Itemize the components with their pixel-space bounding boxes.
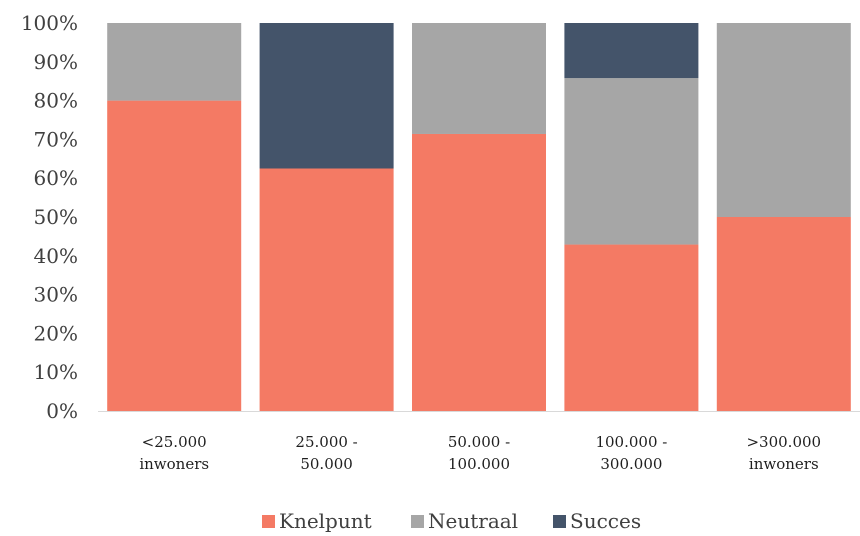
- x-category-label-line: 300.000: [600, 455, 662, 473]
- legend-label-neutraal: Neutraal: [428, 509, 518, 533]
- y-tick-label: 90%: [34, 50, 78, 74]
- x-category-label-line: 50.000: [300, 455, 353, 473]
- bar-segment-knelpunt-2: [259, 168, 394, 411]
- bar-segment-neutraal-5: [716, 23, 851, 217]
- y-tick-label: 50%: [34, 205, 78, 229]
- legend: Knelpunt Neutraal Succes: [262, 509, 641, 533]
- legend-label-succes: Succes: [570, 509, 641, 533]
- x-category-label: 100.000 - 300.000: [595, 433, 667, 473]
- y-tick-label: 70%: [34, 127, 78, 151]
- bar-segment-succes-4: [564, 23, 699, 79]
- x-category-label: 25.000 - 50.000: [295, 433, 357, 473]
- y-axis-ticks: 0% 10% 20% 30% 40% 50% 60% 70% 80% 90% 100%: [21, 11, 78, 423]
- legend-label-knelpunt: Knelpunt: [279, 509, 372, 533]
- y-tick-label: 40%: [34, 244, 78, 268]
- y-tick-label: 20%: [34, 321, 78, 345]
- x-category-label-line: 100.000: [448, 455, 510, 473]
- legend-swatch-knelpunt: [262, 515, 275, 528]
- y-tick-label: 10%: [34, 360, 78, 384]
- y-tick-label: 0%: [46, 399, 78, 423]
- bar-segment-neutraal-1: [107, 23, 242, 101]
- x-axis-categories: <25.000 inwoners 25.000 - 50.000 50.000 - 100…: [139, 433, 821, 473]
- bars-layer: [107, 23, 851, 411]
- x-category-label-line: inwoners: [139, 455, 209, 473]
- bar-segment-knelpunt-5: [716, 217, 851, 411]
- bar-segment-neutraal-4: [564, 78, 699, 245]
- x-category-label: <25.000 inwoners: [139, 433, 209, 473]
- x-category-label: >300.000 inwoners: [746, 433, 821, 473]
- x-category-label-line: <25.000: [142, 433, 207, 451]
- legend-swatch-succes: [553, 515, 566, 528]
- bar-segment-neutraal-3: [412, 23, 546, 134]
- x-category-label-line: 100.000 -: [595, 433, 667, 451]
- y-tick-label: 100%: [21, 11, 78, 35]
- x-category-label-line: >300.000: [746, 433, 821, 451]
- bar-segment-knelpunt-4: [564, 244, 699, 411]
- x-category-label: 50.000 - 100.000: [448, 433, 510, 473]
- y-tick-label: 60%: [34, 166, 78, 190]
- x-category-label-line: 50.000 -: [448, 433, 510, 451]
- x-category-label-line: 25.000 -: [295, 433, 357, 451]
- bar-segment-knelpunt-3: [412, 133, 546, 411]
- bar-segment-succes-2: [259, 23, 394, 169]
- legend-swatch-neutraal: [411, 515, 424, 528]
- x-category-label-line: inwoners: [749, 455, 819, 473]
- y-tick-label: 30%: [34, 283, 78, 307]
- bar-segment-knelpunt-1: [107, 100, 242, 411]
- y-tick-label: 80%: [34, 89, 78, 113]
